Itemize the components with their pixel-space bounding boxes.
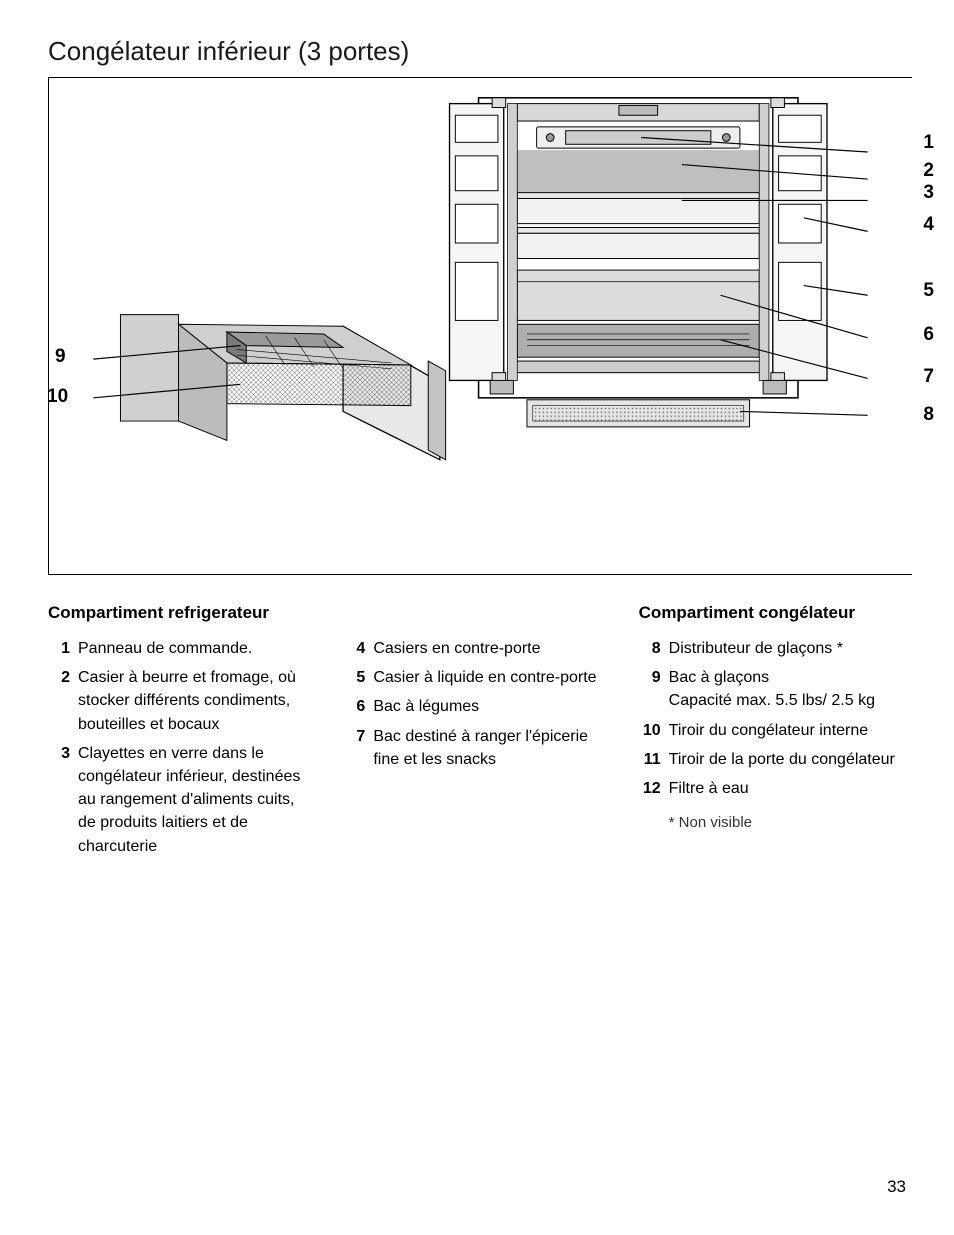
legend-col-1: Compartiment refrigerateur 1 Panneau de c… bbox=[48, 603, 315, 864]
legend-item-number: 3 bbox=[48, 742, 70, 765]
legend-item: 3 Clayettes en verre dans le congélateur … bbox=[48, 742, 315, 858]
legend-item: 12 Filtre à eau bbox=[639, 777, 906, 800]
legend-columns: Compartiment refrigerateur 1 Panneau de c… bbox=[48, 603, 906, 864]
legend-item-text: Casiers en contre-porte bbox=[373, 637, 610, 660]
appliance-diagram bbox=[49, 92, 912, 574]
legend-item: 10 Tiroir du congélateur interne bbox=[639, 719, 906, 742]
callout-1: 1 bbox=[923, 132, 934, 154]
legend-item-number: 2 bbox=[48, 666, 70, 689]
legend-item-number: 1 bbox=[48, 637, 70, 660]
page-title: Congélateur inférieur (3 portes) bbox=[48, 36, 906, 67]
legend-item-number: 8 bbox=[639, 637, 661, 660]
callout-10: 10 bbox=[47, 386, 68, 408]
legend-item-number: 7 bbox=[343, 725, 365, 748]
callout-9: 9 bbox=[55, 346, 66, 368]
legend-item: 1 Panneau de commande. bbox=[48, 637, 315, 660]
legend-item: 7 Bac destiné à ranger l'épicerie fine et… bbox=[343, 725, 610, 771]
legend-item-number: 9 bbox=[639, 666, 661, 689]
callout-2: 2 bbox=[923, 160, 934, 182]
callout-7: 7 bbox=[923, 366, 934, 388]
legend-item-text: Filtre à eau bbox=[669, 777, 906, 800]
legend-item: 11 Tiroir de la porte du congélateur bbox=[639, 748, 906, 771]
legend-item: 4 Casiers en contre-porte bbox=[343, 637, 610, 660]
callout-4: 4 bbox=[923, 214, 934, 236]
legend-item-number: 4 bbox=[343, 637, 365, 660]
legend-item-text: Tiroir du congélateur interne bbox=[669, 719, 906, 742]
legend-item-text: Panneau de commande. bbox=[78, 637, 315, 660]
legend-item-text: Clayettes en verre dans le congélateur i… bbox=[78, 742, 315, 858]
legend-col-2: 4 Casiers en contre-porte 5 Casier à liquid… bbox=[343, 603, 610, 864]
legend-item-text: Casier à liquide en contre-porte bbox=[373, 666, 610, 689]
manual-page: Congélateur inférieur (3 portes) bbox=[0, 0, 954, 1235]
legend-item: 6 Bac à légumes bbox=[343, 695, 610, 718]
legend-item: 8 Distributeur de glaçons * bbox=[639, 637, 906, 660]
callout-8: 8 bbox=[923, 404, 934, 426]
legend-item-number: 10 bbox=[639, 719, 661, 742]
figure-frame: 1 2 3 4 5 6 7 8 9 10 bbox=[48, 77, 912, 575]
legend-item: 9 Bac à glaçons Capacité max. 5.5 lbs/ 2.… bbox=[639, 666, 906, 712]
legend-item-number: 6 bbox=[343, 695, 365, 718]
callout-3: 3 bbox=[923, 182, 934, 204]
legend-item-text: Distributeur de glaçons * bbox=[669, 637, 906, 660]
legend-item-text: Bac à légumes bbox=[373, 695, 610, 718]
legend-item-text: Casier à beurre et fromage, où stocker d… bbox=[78, 666, 315, 736]
legend-heading-refrigerator: Compartiment refrigerateur bbox=[48, 603, 315, 623]
callout-6: 6 bbox=[923, 324, 934, 346]
legend-item-text: Bac destiné à ranger l'épicerie fine et … bbox=[373, 725, 610, 771]
callout-5: 5 bbox=[923, 280, 934, 302]
legend-item-number: 5 bbox=[343, 666, 365, 689]
legend-item: 5 Casier à liquide en contre-porte bbox=[343, 666, 610, 689]
legend-item: 2 Casier à beurre et fromage, où stocker … bbox=[48, 666, 315, 736]
legend-footnote: * Non visible bbox=[669, 814, 906, 831]
legend-item-number: 12 bbox=[639, 777, 661, 800]
legend-heading-spacer bbox=[343, 603, 610, 623]
legend-item-number: 11 bbox=[639, 748, 661, 771]
legend-heading-freezer: Compartiment congélateur bbox=[639, 603, 906, 623]
legend-item-text: Bac à glaçons Capacité max. 5.5 lbs/ 2.5… bbox=[669, 666, 906, 712]
page-number: 33 bbox=[887, 1177, 906, 1197]
legend-item-text: Tiroir de la porte du congélateur bbox=[669, 748, 906, 771]
legend-col-3: Compartiment congélateur 8 Distributeur d… bbox=[639, 603, 906, 864]
